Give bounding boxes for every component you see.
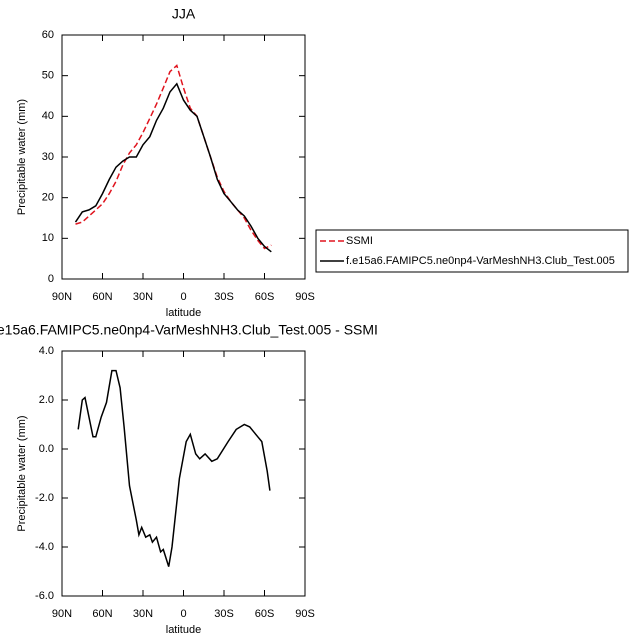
x-tick-label: 60N xyxy=(92,608,112,620)
y-tick-label: 50 xyxy=(42,70,54,82)
x-tick-label: 30S xyxy=(214,291,234,303)
data-line xyxy=(77,369,271,567)
y-tick-label: 20 xyxy=(42,192,54,204)
y-tick-label: 30 xyxy=(42,151,54,163)
x-tick-label: 90N xyxy=(52,291,72,303)
chart-title: JJA xyxy=(172,6,196,22)
legend-box xyxy=(315,229,629,273)
x-tick-label: 0 xyxy=(180,291,186,303)
x-tick-label: 60S xyxy=(255,608,275,620)
x-tick-label: 0 xyxy=(180,608,186,620)
y-tick-label: 0 xyxy=(48,273,54,285)
y-tick-label: 4.0 xyxy=(39,345,54,357)
x-axis-label: latitude xyxy=(166,307,201,319)
plot-frame xyxy=(61,350,306,597)
y-axis-label: Precipitable water (mm) xyxy=(16,415,28,531)
x-tick-label: 30S xyxy=(214,608,234,620)
chart-title: f.e15a6.FAMIPC5.ne0np4-VarMeshNH3.Club_T… xyxy=(0,322,378,338)
x-tick-label: 60N xyxy=(92,291,112,303)
plot-frame xyxy=(61,34,306,280)
y-tick-label: -2.0 xyxy=(35,492,54,504)
y-axis-label: Precipitable water (mm) xyxy=(16,99,28,215)
legend-label: f.e15a6.FAMIPC5.ne0np4-VarMeshNH3.Club_T… xyxy=(346,255,615,267)
x-tick-label: 30N xyxy=(133,291,153,303)
data-line xyxy=(74,82,272,253)
x-tick-label: 60S xyxy=(255,291,275,303)
x-tick-label: 90S xyxy=(295,608,315,620)
x-tick-label: 30N xyxy=(133,608,153,620)
x-tick-label: 90S xyxy=(295,291,315,303)
x-tick-label: 90N xyxy=(52,608,72,620)
y-tick-label: 2.0 xyxy=(39,394,54,406)
y-tick-label: 40 xyxy=(42,110,54,122)
data-line xyxy=(75,64,272,250)
y-tick-label: -6.0 xyxy=(35,590,54,602)
y-tick-label: 10 xyxy=(42,232,54,244)
x-axis-label: latitude xyxy=(166,624,201,636)
y-tick-label: -4.0 xyxy=(35,541,54,553)
y-tick-label: 0.0 xyxy=(39,443,54,455)
legend-label: SSMI xyxy=(346,235,373,247)
y-tick-label: 60 xyxy=(42,29,54,41)
